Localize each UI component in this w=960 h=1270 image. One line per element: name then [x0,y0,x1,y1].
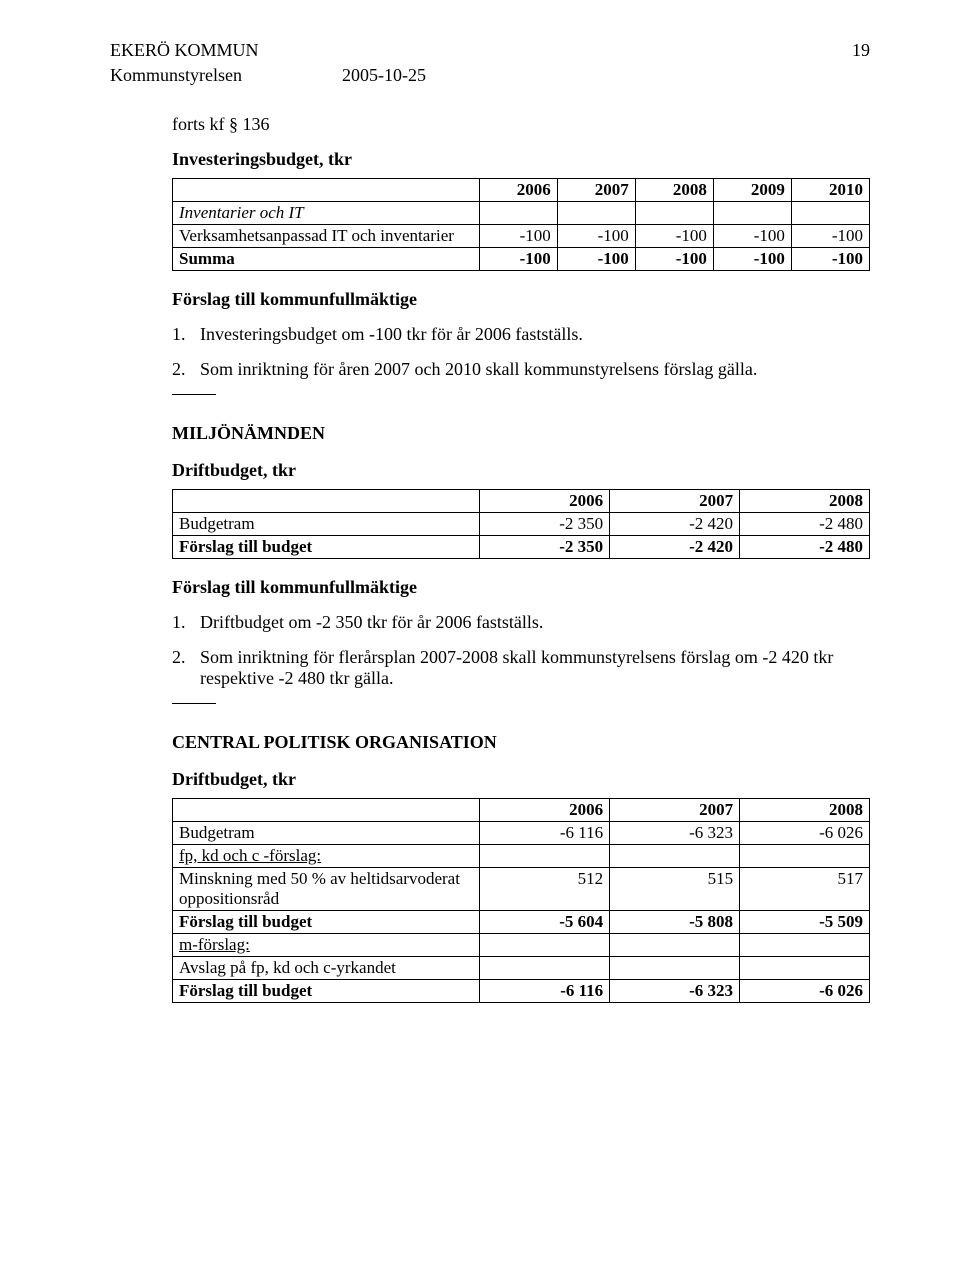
sec3-heading: CENTRAL POLITISK ORGANISATION [172,732,870,753]
list-text: Investeringsbudget om -100 tkr för år 20… [200,324,870,345]
row-label: fp, kd och c -förslag: [179,846,321,865]
cell: 515 [610,868,740,911]
year-header: 2007 [557,179,635,202]
cell: -2 420 [610,536,740,559]
list-item: 1. Investeringsbudget om -100 tkr för år… [172,324,870,345]
sec2-heading: MILJÖNÄMNDEN [172,423,870,444]
year-header: 2010 [791,179,869,202]
table-row: Minskning med 50 % av heltidsarvoderat o… [173,868,870,911]
row-label: Förslag till budget [173,536,480,559]
year-header: 2006 [480,490,610,513]
year-header: 2007 [610,799,740,822]
row-label: Förslag till budget [173,911,480,934]
proposal-heading: Förslag till kommunfullmäktige [172,577,870,598]
sec3-sub: Driftbudget, tkr [172,769,870,790]
table-row: 2006 2007 2008 [173,799,870,822]
drift-table-1: 2006 2007 2008 Budgetram -2 350 -2 420 -… [172,489,870,559]
cell: -100 [791,225,869,248]
table-row: Avslag på fp, kd och c-yrkandet [173,957,870,980]
list-text: Som inriktning för flerårsplan 2007-2008… [200,647,870,689]
cell: -100 [713,248,791,271]
cell: -6 323 [610,822,740,845]
cell: -100 [635,248,713,271]
list-text: Som inriktning för åren 2007 och 2010 sk… [200,359,870,380]
list-num: 2. [172,647,192,689]
committee: Kommunstyrelsen [110,65,242,86]
table-row: 2006 2007 2008 [173,490,870,513]
cell: -6 026 [740,822,870,845]
table-row: Verksamhetsanpassad IT och inventarier -… [173,225,870,248]
row-label: Förslag till budget [173,980,480,1003]
row-label: Budgetram [173,513,480,536]
continuation-ref: forts kf § 136 [172,114,870,135]
year-header: 2007 [610,490,740,513]
cell: -5 808 [610,911,740,934]
row-label: m-förslag: [179,935,250,954]
cell: -2 480 [740,513,870,536]
content: forts kf § 136 Investeringsbudget, tkr 2… [172,114,870,1003]
cell: 517 [740,868,870,911]
cell: -100 [479,248,557,271]
cell: -100 [713,225,791,248]
cell: -2 350 [480,513,610,536]
page-number: 19 [852,40,870,61]
list-item: 2. Som inriktning för flerårsplan 2007-2… [172,647,870,689]
header-sub: Kommunstyrelsen 2005-10-25 [110,65,870,86]
row-label: Inventarier och IT [173,202,480,225]
cell: 512 [480,868,610,911]
header-top: EKERÖ KOMMUN 19 [110,40,870,61]
row-label: Avslag på fp, kd och c-yrkandet [173,957,480,980]
list-item: 1. Driftbudget om -2 350 tkr för år 2006… [172,612,870,633]
list-item: 2. Som inriktning för åren 2007 och 2010… [172,359,870,380]
drift-table-2: 2006 2007 2008 Budgetram -6 116 -6 323 -… [172,798,870,1003]
sec1-title: Investeringsbudget, tkr [172,149,870,170]
row-label: Verksamhetsanpassad IT och inventarier [173,225,480,248]
cell: -6 323 [610,980,740,1003]
cell: -6 026 [740,980,870,1003]
cell: -6 116 [480,980,610,1003]
cell: -100 [791,248,869,271]
list-text: Driftbudget om -2 350 tkr för år 2006 fa… [200,612,870,633]
table-row: fp, kd och c -förslag: [173,845,870,868]
year-header: 2008 [635,179,713,202]
cell: -100 [557,225,635,248]
year-header: 2009 [713,179,791,202]
list-num: 1. [172,324,192,345]
proposal-heading: Förslag till kommunfullmäktige [172,289,870,310]
table-row: m-förslag: [173,934,870,957]
list-num: 2. [172,359,192,380]
cell: -2 480 [740,536,870,559]
cell: -2 420 [610,513,740,536]
list-num: 1. [172,612,192,633]
table-row: Förslag till budget -6 116 -6 323 -6 026 [173,980,870,1003]
cell: -100 [635,225,713,248]
meeting-date: 2005-10-25 [342,65,426,86]
table-row: 2006 2007 2008 2009 2010 [173,179,870,202]
divider [172,703,216,704]
cell: -100 [479,225,557,248]
table-row: Budgetram -6 116 -6 323 -6 026 [173,822,870,845]
cell: -100 [557,248,635,271]
row-label: Summa [173,248,480,271]
year-header: 2008 [740,799,870,822]
year-header: 2006 [479,179,557,202]
table-row: Förslag till budget -5 604 -5 808 -5 509 [173,911,870,934]
table-row: Inventarier och IT [173,202,870,225]
year-header: 2008 [740,490,870,513]
table-row: Förslag till budget -2 350 -2 420 -2 480 [173,536,870,559]
cell: -5 604 [480,911,610,934]
cell: -6 116 [480,822,610,845]
table-row: Summa -100 -100 -100 -100 -100 [173,248,870,271]
cell: -5 509 [740,911,870,934]
org-name: EKERÖ KOMMUN [110,40,259,61]
divider [172,394,216,395]
year-header: 2006 [480,799,610,822]
row-label: Budgetram [173,822,480,845]
invest-table: 2006 2007 2008 2009 2010 Inventarier och… [172,178,870,271]
sec2-sub: Driftbudget, tkr [172,460,870,481]
page: EKERÖ KOMMUN 19 Kommunstyrelsen 2005-10-… [0,0,960,1061]
row-label: Minskning med 50 % av heltidsarvoderat o… [173,868,480,911]
cell: -2 350 [480,536,610,559]
table-row: Budgetram -2 350 -2 420 -2 480 [173,513,870,536]
